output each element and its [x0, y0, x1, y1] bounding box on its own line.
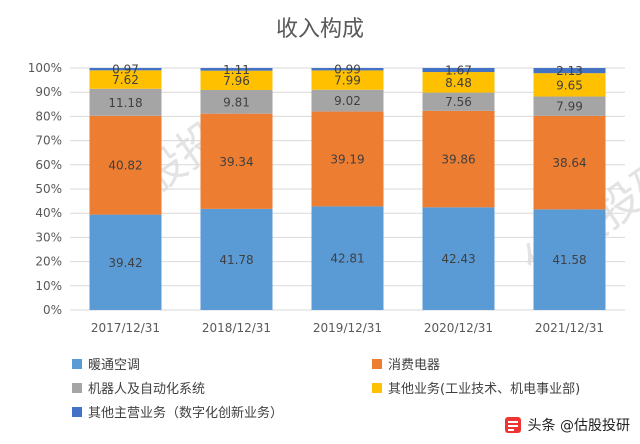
y-tick-label: 70% [35, 134, 62, 148]
data-label: 1.67 [445, 64, 472, 78]
chart-title: 收入构成 [276, 17, 364, 42]
bar-segment [422, 110, 495, 208]
legend-entry: 消费电器 [388, 358, 440, 373]
data-label: 9.65 [556, 78, 583, 92]
bar-segment [311, 111, 384, 207]
y-tick-label: 10% [35, 279, 62, 293]
data-label: 2.13 [556, 64, 583, 78]
y-tick-label: 0% [43, 303, 62, 317]
bar-segment [422, 207, 495, 310]
data-label: 7.99 [334, 74, 361, 88]
bar-segment [89, 214, 162, 310]
x-tick-label: 2020/12/31 [424, 321, 493, 335]
y-tick-label: 90% [35, 85, 62, 99]
bar-segment [89, 88, 162, 116]
credit-text: 头条 @估股投研 [527, 418, 630, 434]
x-tick-label: 2018/12/31 [202, 321, 271, 335]
data-label: 7.96 [223, 74, 250, 88]
credit-badge: 头条 @估股投研 [503, 412, 630, 438]
data-label: 41.58 [552, 253, 586, 267]
data-label: 42.43 [441, 252, 475, 266]
bar-segment [89, 67, 162, 71]
bar-segment [311, 68, 384, 71]
y-tick-label: 80% [35, 109, 62, 123]
bar-segment [533, 73, 606, 97]
toutiao-logo-icon [504, 417, 521, 433]
data-label: 39.42 [108, 256, 142, 270]
y-tick-label: 40% [35, 206, 62, 220]
data-label: 0.97 [112, 63, 139, 77]
legend-entry: 机器人及自动化系统 [88, 382, 205, 397]
legend-swatch [72, 407, 82, 417]
bar-segment [422, 68, 495, 73]
bar-segment [533, 115, 606, 210]
bar-segment [311, 206, 384, 310]
data-label: 9.81 [223, 95, 250, 109]
bar-segment [200, 68, 273, 71]
bar-segment [200, 70, 273, 90]
y-tick-label: 50% [35, 182, 62, 196]
data-label: 7.99 [556, 100, 583, 114]
x-tick-label: 2017/12/31 [91, 321, 160, 335]
x-tick-label: 2019/12/31 [313, 321, 382, 335]
bar-segment [533, 209, 606, 310]
data-label: 40.82 [108, 159, 142, 173]
data-label: 42.81 [330, 252, 364, 266]
bar-segment [422, 92, 495, 111]
data-label: 41.78 [219, 253, 253, 267]
data-label: 7.56 [445, 95, 472, 109]
bar-segment [311, 89, 384, 112]
data-label: 39.34 [219, 155, 253, 169]
y-tick-label: 100% [28, 61, 62, 75]
bar-segment [533, 96, 606, 116]
y-tick-label: 30% [35, 230, 62, 244]
legend-swatch [372, 359, 382, 369]
bar-segment [422, 72, 495, 93]
legend-swatch [372, 383, 382, 393]
legend-swatch [72, 383, 82, 393]
legend-swatch [72, 359, 82, 369]
data-label: 39.86 [441, 153, 475, 167]
legend-entry: 其他主营业务（数字化创新业务） [88, 405, 283, 421]
data-label: 39.19 [330, 152, 364, 166]
bar-segment [89, 115, 162, 215]
x-tick-label: 2021/12/31 [535, 321, 604, 335]
bar-segment [89, 70, 162, 89]
y-tick-label: 60% [35, 158, 62, 172]
legend-entry: 其他业务(工业技术、机电事业部) [388, 381, 580, 397]
data-label: 8.48 [445, 76, 472, 90]
data-label: 38.64 [552, 156, 586, 170]
bar-segment [311, 70, 384, 90]
y-tick-label: 20% [35, 255, 62, 269]
data-label: 7.62 [112, 73, 139, 87]
data-label: 9.02 [334, 94, 361, 108]
data-label: 11.18 [108, 96, 142, 110]
data-label: 1.11 [223, 63, 250, 77]
bar-segment [200, 113, 273, 209]
bar-segment [200, 89, 273, 114]
legend-entry: 暖通空调 [88, 358, 140, 373]
bar-segment [200, 208, 273, 310]
bar-segment [533, 68, 606, 74]
data-label: 0.99 [334, 63, 361, 77]
